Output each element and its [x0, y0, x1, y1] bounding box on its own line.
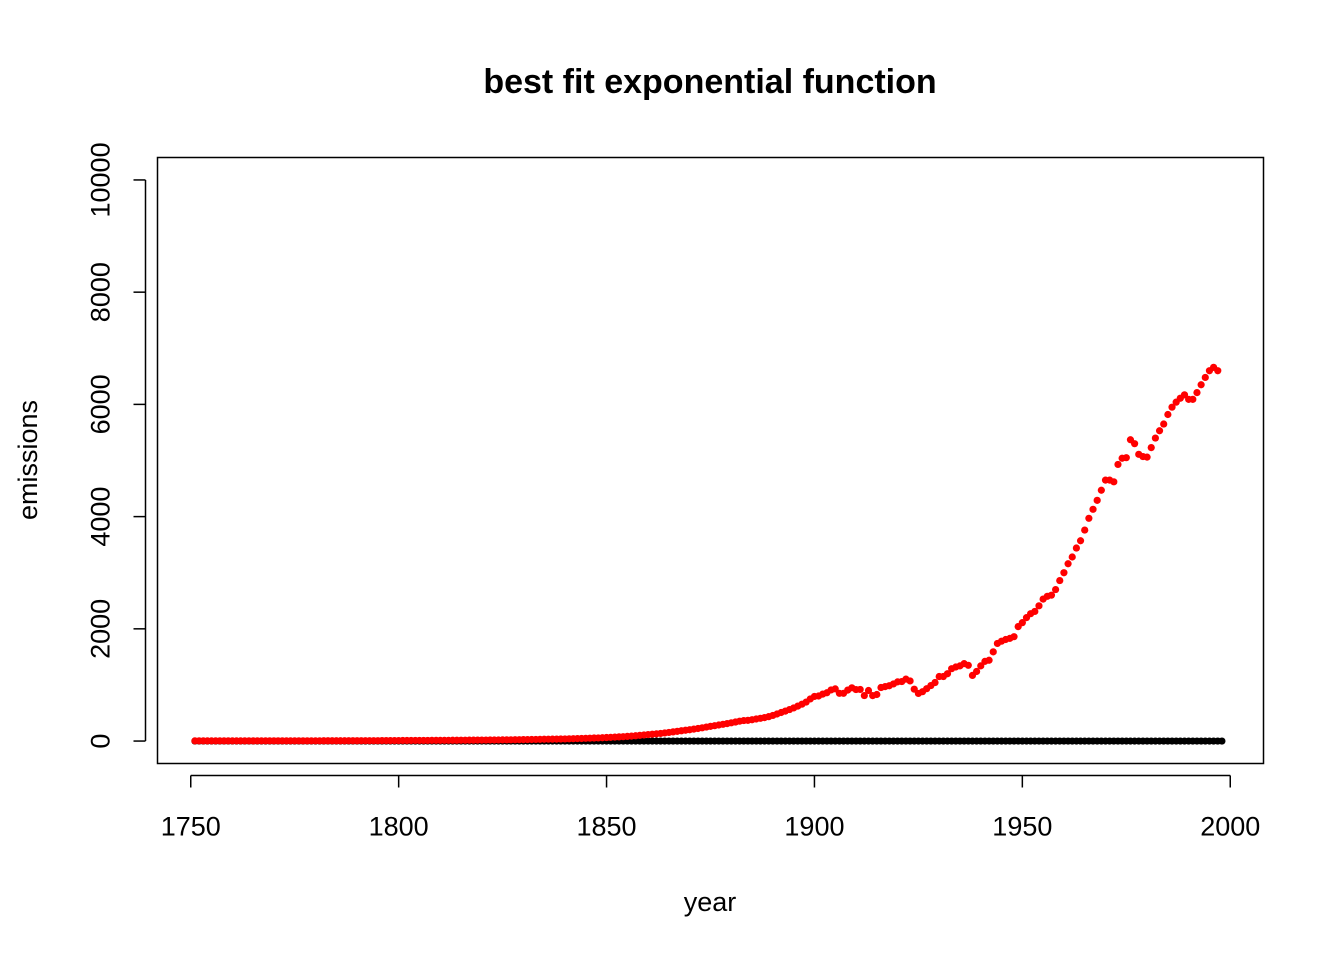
- observed-point: [1114, 460, 1122, 469]
- fitted-point: [1218, 737, 1226, 745]
- observed-point: [1143, 453, 1151, 461]
- observed-point: [1076, 537, 1085, 545]
- observed-point: [1122, 454, 1130, 462]
- x-tick-label: 1800: [369, 812, 429, 842]
- observed-point: [1089, 505, 1097, 513]
- observed-point: [1197, 381, 1205, 389]
- observed-point: [1155, 427, 1164, 435]
- x-tick-label: 1900: [784, 812, 844, 842]
- observed-point: [860, 691, 868, 700]
- y-tick-label: 10000: [86, 142, 116, 217]
- observed-point: [1035, 602, 1043, 610]
- observed-point: [1189, 395, 1197, 403]
- observed-point: [1093, 496, 1101, 504]
- y-axis: 0 2000 4000 6000 8000 10000: [86, 142, 147, 749]
- observed-point: [1131, 440, 1139, 448]
- observed-point: [1018, 619, 1026, 627]
- x-tick-label: 1950: [992, 812, 1052, 842]
- x-tick-label: 2000: [1200, 812, 1260, 842]
- observed-point: [906, 677, 914, 685]
- y-tick-label: 4000: [86, 487, 116, 547]
- observed-point: [873, 690, 881, 699]
- observed-point: [1168, 403, 1176, 411]
- observed-point: [943, 670, 952, 678]
- y-tick-label: 6000: [86, 374, 116, 434]
- observed-point: [973, 667, 981, 676]
- observed-point: [1164, 410, 1172, 419]
- observed-point: [964, 661, 972, 669]
- observed-point: [1147, 443, 1155, 452]
- observed-point: [1151, 434, 1159, 442]
- observed-point: [1097, 486, 1105, 494]
- observed-point: [1068, 553, 1076, 561]
- y-axis-title: emissions: [13, 400, 43, 520]
- observed-point: [1064, 560, 1072, 568]
- observed-point: [1010, 633, 1018, 641]
- y-tick-label: 2000: [86, 599, 116, 659]
- observed-point: [1201, 373, 1209, 382]
- observed-point: [1193, 389, 1201, 397]
- observed-point: [1214, 367, 1222, 375]
- observed-point: [1052, 585, 1060, 594]
- observed-point: [1056, 576, 1064, 585]
- plot-frame: [156, 156, 1265, 765]
- chart-title: best fit exponential function: [483, 63, 936, 101]
- observed-point: [1047, 591, 1056, 599]
- observed-point: [1060, 569, 1068, 577]
- observed-point: [1110, 478, 1118, 486]
- observed-point: [985, 656, 993, 664]
- observed-point: [931, 678, 939, 687]
- x-tick-label: 1750: [161, 812, 221, 842]
- x-axis-title: year: [684, 887, 737, 917]
- observed-point: [989, 648, 997, 656]
- observed-point: [1031, 607, 1039, 616]
- observed-point: [856, 685, 864, 694]
- observed-point: [1085, 514, 1093, 522]
- x-axis: 1750 1800 1850 1900 1950 2000: [161, 774, 1260, 842]
- y-tick-label: 8000: [86, 262, 116, 322]
- y-tick-label: 0: [86, 734, 116, 749]
- observed-point: [1081, 526, 1089, 534]
- observed-series: [191, 363, 1222, 745]
- observed-point: [1160, 420, 1168, 428]
- observed-point: [864, 686, 873, 695]
- observed-point: [1072, 544, 1080, 552]
- x-tick-label: 1850: [577, 812, 637, 842]
